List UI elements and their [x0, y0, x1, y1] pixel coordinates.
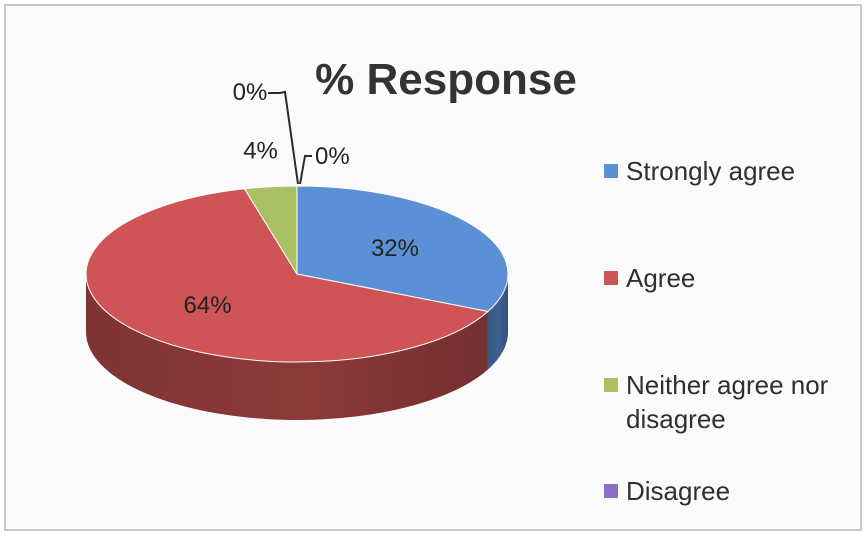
legend-item-strongly-agree: Strongly agree: [604, 154, 856, 188]
pie-side-walls: [86, 274, 508, 420]
data-label-1: 64%: [184, 292, 232, 319]
legend-label: Disagree: [626, 476, 731, 506]
legend-label: Neither agree nor disagree: [626, 370, 829, 434]
leader-line-3: [268, 90, 299, 185]
legend-swatch-neither: [604, 378, 618, 392]
legend-label: Strongly agree: [626, 156, 796, 186]
legend-label: Agree: [626, 263, 696, 293]
legend-swatch-strongly-agree: [604, 164, 618, 178]
pie-slice-neither-agree-nor-disagree: [243, 185, 298, 276]
legend-item-agree: Agree: [604, 261, 856, 295]
pie-chart: % Response 32% 64% 4% 0% 0%: [85, 55, 577, 420]
pie-side-shade: [86, 274, 488, 420]
data-label-2: 4%: [243, 138, 278, 165]
legend-item-neither: Neither agree nor disagree: [604, 368, 856, 436]
leader-line-4: [299, 155, 312, 185]
pie-side-shade: [487, 274, 508, 370]
pie-slice-strongly-agree: [296, 185, 509, 313]
legend-swatch-disagree: [604, 484, 618, 498]
data-label-3: 0%: [233, 79, 268, 106]
chart-title: % Response: [315, 55, 577, 104]
pie-slice-agree: [85, 188, 490, 363]
pie-data-labels: 32% 64% 4% 0% 0%: [184, 79, 419, 319]
data-label-0: 32%: [371, 235, 419, 262]
chart-area: % Response 32% 64% 4% 0% 0% Strongly agree A…: [4, 4, 862, 531]
legend-item-disagree: Disagree: [604, 474, 856, 508]
legend-swatch-agree: [604, 271, 618, 285]
data-label-4: 0%: [315, 143, 350, 170]
pie-slices: [85, 185, 509, 420]
